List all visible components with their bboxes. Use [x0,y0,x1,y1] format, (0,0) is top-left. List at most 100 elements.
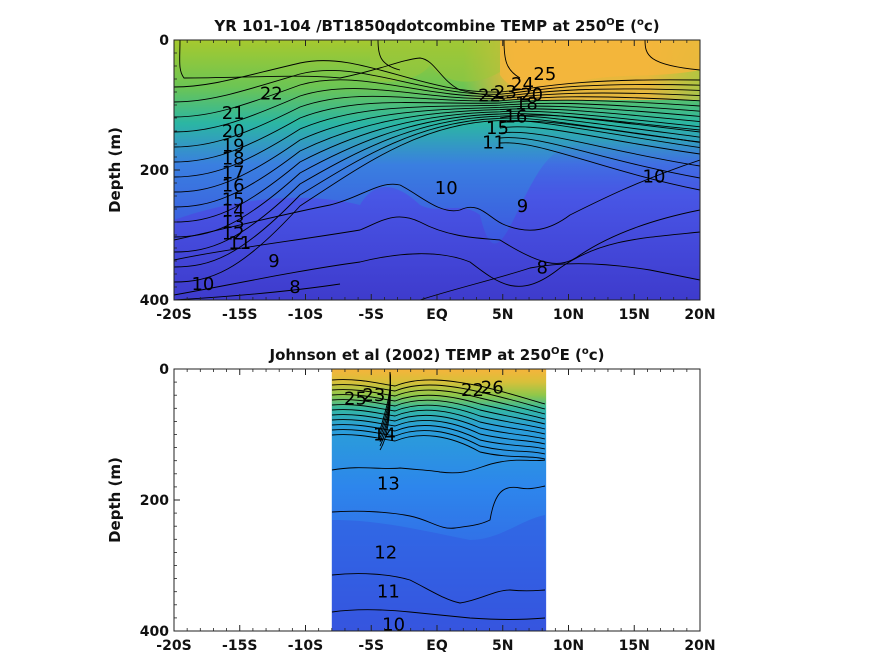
x-tick-label: 10N [553,307,584,323]
title-part: c) [589,346,605,364]
filled-contours-observed [331,369,547,631]
thermocline-contour [331,399,546,425]
title-part: o [637,17,644,28]
thermocline-contour [331,429,546,455]
contour-label: 9 [268,251,279,272]
thermocline-contour [379,371,391,451]
y-tick-label: 200 [140,493,169,509]
y-tick-label: 200 [140,163,169,179]
contour-label: 11 [228,233,251,254]
thermocline-contour [174,99,700,163]
thermocline-contour [499,142,700,191]
x-tick-label: EQ [426,638,448,654]
thermocline-contour [499,114,700,131]
x-tick-label: 5N [492,307,513,323]
contour-label: 12 [222,224,245,245]
x-tick-label: -5S [358,307,384,323]
contour-label: 15 [486,118,509,139]
contour-label: 16 [222,176,245,197]
contour-label: 20 [222,121,245,142]
x-axis-model: -20S -15S -10S -5S EQ 5N 10N 15N 20N [156,40,716,323]
title-part: O [606,17,615,28]
y-tick-label: 400 [140,293,169,309]
thermocline-contour [174,108,700,208]
contour-label: 18 [515,94,538,115]
thermocline-contour [174,95,700,148]
x-tick-label: 20N [684,638,715,654]
x-tick-label: -10S [288,307,323,323]
y-tick-label: 0 [159,362,169,378]
thermocline-contour [499,120,700,143]
y-axis-observed: 0 200 400 [140,362,180,640]
x-tick-label: -15S [222,638,257,654]
y-axis-label-model: Depth (m) [106,127,124,213]
title-part: E ( [615,17,637,35]
contour-label: 22 [461,380,484,401]
contour-label: 8 [289,277,300,298]
contour-label: 13 [222,212,245,233]
temperature-section-model: YR 101-104 /BT1850qdotcombine TEMP at 25… [106,17,716,323]
contour-lines-observed [331,371,546,620]
x-tick-label: -5S [358,638,384,654]
thermocline-contour [499,137,700,179]
thermocline-contour [174,105,700,193]
contour-label: 16 [504,107,527,128]
contour-label: 12 [374,542,397,563]
title-part: E ( [560,346,582,364]
contour-label: 21 [222,103,245,124]
x-tick-label: 10N [553,638,584,654]
contour-label: 11 [377,582,400,603]
thermocline-contour [331,379,546,405]
contour-label: 9 [517,196,528,217]
thermocline-contour [331,389,546,415]
thermocline-contour [331,414,546,440]
contour-label: 22 [478,85,501,106]
x-axis-observed: -20S -15S -10S -5S EQ 5N 10N 15N 20N [156,369,716,654]
thermocline-contour [174,110,700,223]
contour-label: 13 [377,474,400,495]
title-part: Johnson et al (2002) TEMP at 250 [268,346,551,364]
contour-label: 23 [494,82,517,103]
title-part: O [551,346,560,357]
chart-title-model: YR 101-104 /BT1850qdotcombine TEMP at 25… [213,17,659,35]
x-tick-label: 15N [619,307,650,323]
contour-label: 14 [222,200,245,221]
filled-contours-model [174,40,700,300]
contour-lines-model [174,40,700,300]
contour-labels-model: 2524232222212019181716151413121110981098… [191,64,665,298]
x-tick-label: EQ [426,307,448,323]
contour-label: 19 [222,135,245,156]
y-axis-label-observed: Depth (m) [106,457,124,543]
contour-label: 11 [482,133,505,154]
thermocline-contour [174,117,700,268]
thermocline-contour [331,434,546,460]
thermocline-contour [331,424,546,450]
contour-label: 18 [222,148,245,169]
contour-label: 17 [222,163,245,184]
thermocline-contour [174,119,700,283]
temperature-section-observed: Johnson et al (2002) TEMP at 250OE (oc) … [106,346,716,654]
contour-label: 26 [481,377,504,398]
contour-label: 25 [344,388,367,409]
contour-label: 22 [260,83,283,104]
thermocline-contour [331,409,546,435]
x-tick-label: 15N [619,638,650,654]
thermocline-contour [174,70,700,103]
contour-label: 10 [435,178,458,199]
x-tick-label: -15S [222,307,257,323]
thermocline-contour [331,384,546,410]
thermocline-contour [174,88,700,133]
title-part: o [582,346,589,357]
contour-label: 10 [191,274,214,295]
chart-title-observed: Johnson et al (2002) TEMP at 250OE (oc) [268,346,604,364]
title-part: c) [644,17,660,35]
contour-label: 10 [643,167,666,188]
x-tick-label: -20S [156,307,191,323]
thermocline-contour [174,60,700,93]
x-tick-label: 20N [684,307,715,323]
thermocline-contour [499,126,700,155]
y-tick-label: 0 [159,33,169,49]
x-tick-label: -20S [156,638,191,654]
contour-label: 15 [222,189,245,210]
